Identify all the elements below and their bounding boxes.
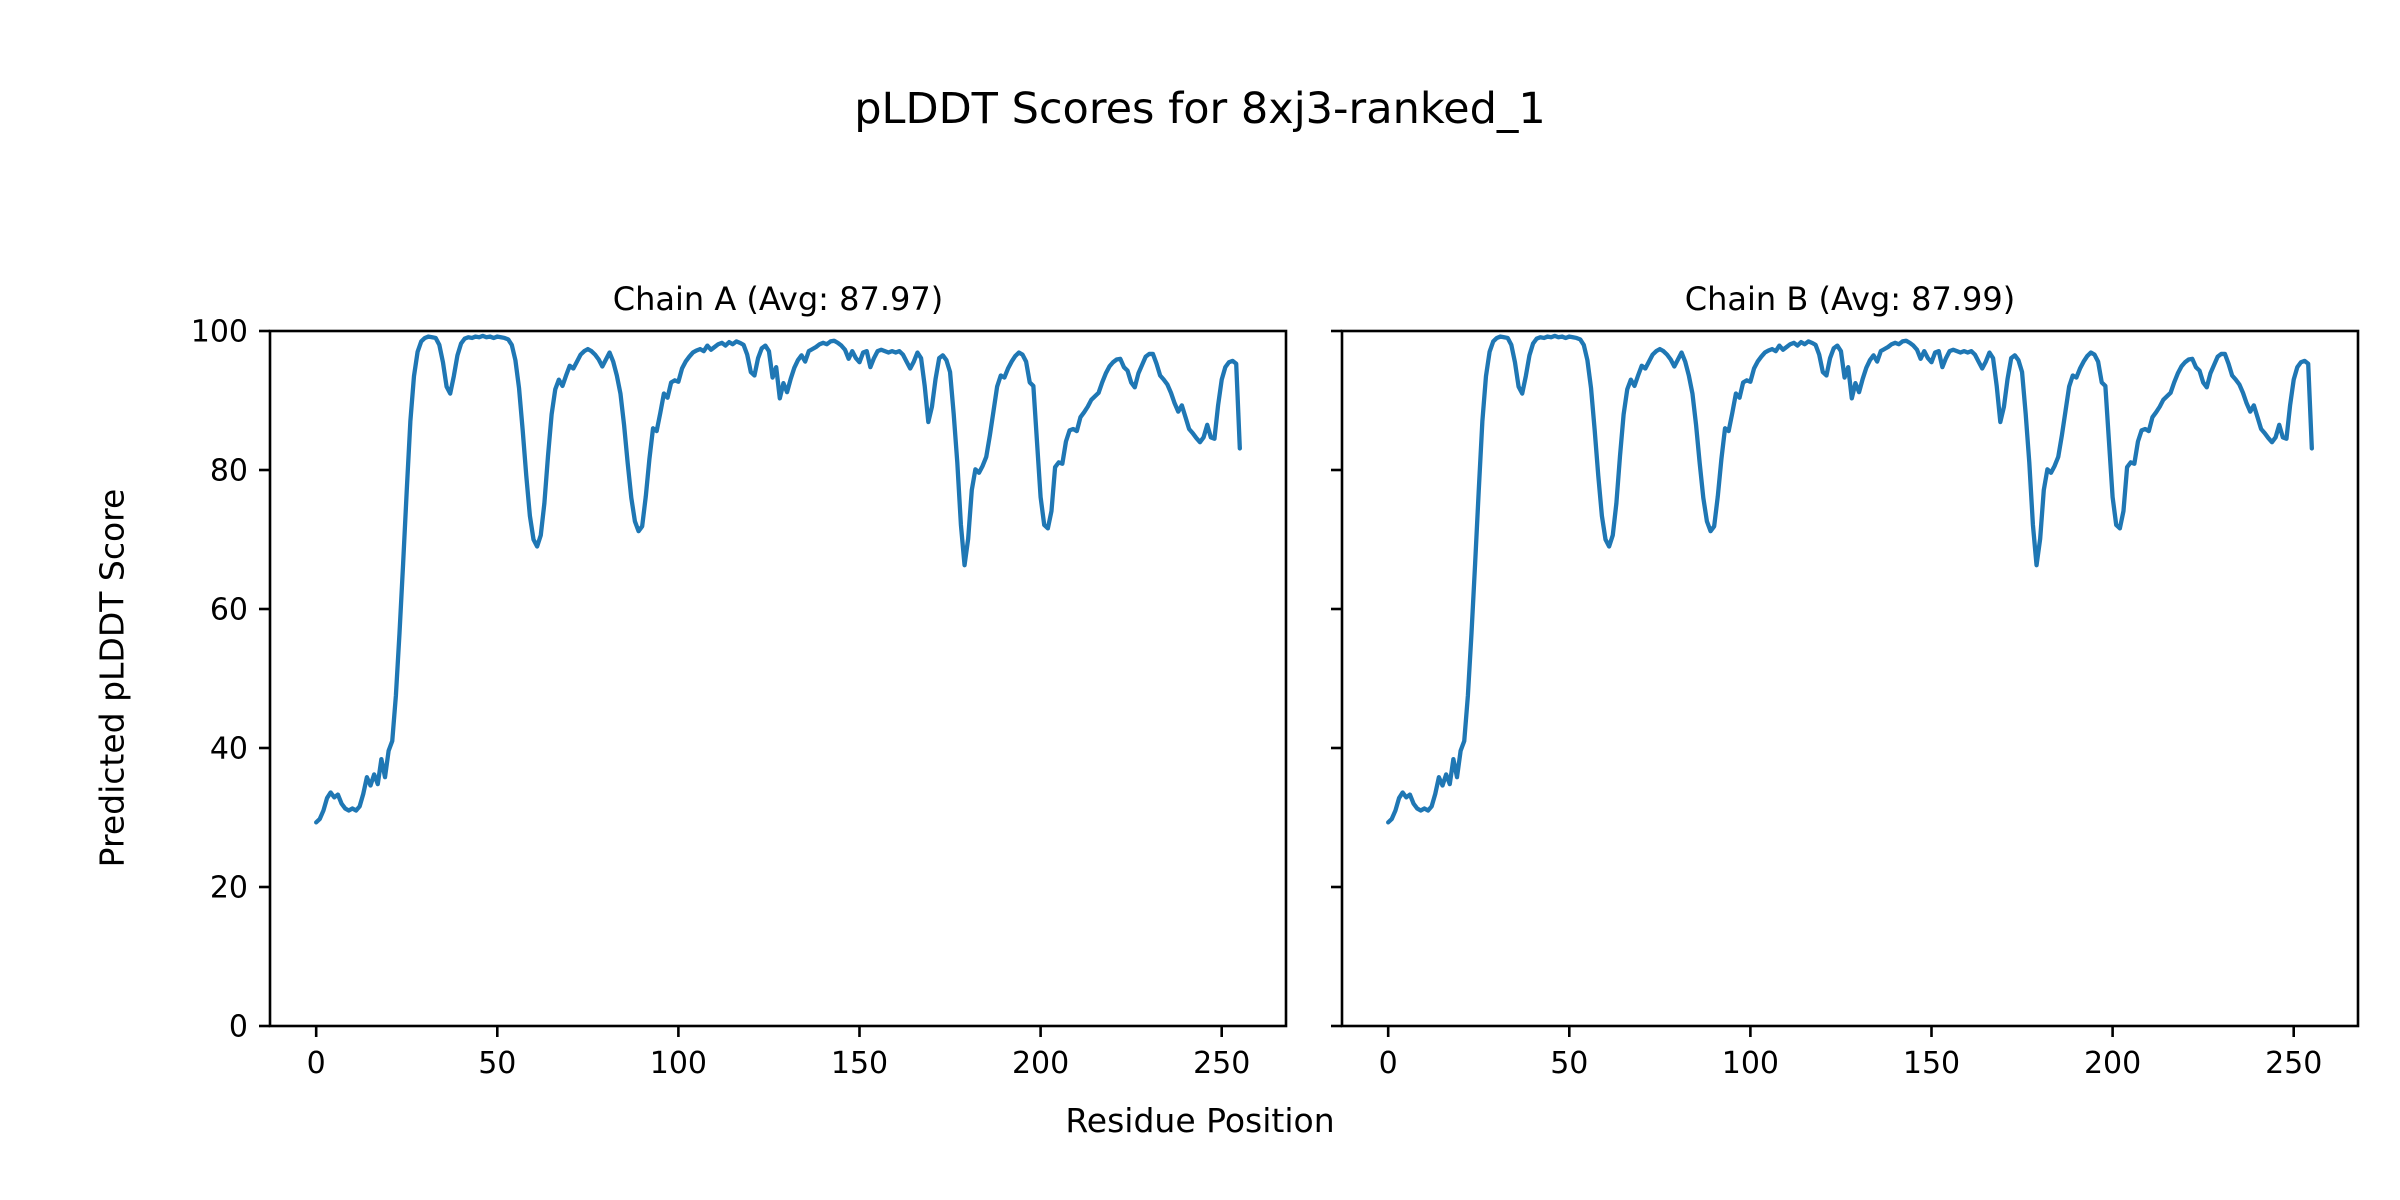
x-tick-label: 50	[1550, 1046, 1588, 1081]
y-tick-label: 20	[210, 871, 248, 906]
x-tick-label: 150	[831, 1046, 888, 1081]
x-tick-label: 250	[1193, 1046, 1250, 1081]
y-tick-label: 80	[210, 454, 248, 489]
axes-spines	[1340, 329, 2360, 1028]
x-tick-label: 200	[2084, 1046, 2141, 1081]
y-tick-label: 0	[229, 1010, 248, 1045]
x-tick-label: 250	[2265, 1046, 2322, 1081]
figure-suptitle: pLDDT Scores for 8xj3-ranked_1	[854, 84, 1546, 134]
axes-spines	[268, 329, 1288, 1028]
y-axis-label: Predicted pLDDT Score	[92, 488, 132, 868]
chain-b-plot: 0 50 100 150 200 250	[1331, 329, 2360, 1081]
x-tick-label: 150	[1903, 1046, 1960, 1081]
x-tick-label: 0	[1379, 1046, 1398, 1081]
x-axis-label: Residue Position	[1065, 1101, 1335, 1140]
x-tick-label: 200	[1012, 1046, 1069, 1081]
x-tick-label: 100	[650, 1046, 707, 1081]
y-tick-label: 60	[210, 593, 248, 628]
chain-a-plot: 0 50 100 150 200 250 0 20 40 60 80 100	[191, 315, 1288, 1081]
plddt-line-chain-b	[1386, 333, 2314, 825]
x-tick-label: 100	[1722, 1046, 1779, 1081]
x-tick-label: 0	[307, 1046, 326, 1081]
y-tick-label: 40	[210, 732, 248, 767]
y-tick-label: 100	[191, 315, 248, 350]
chain-b-subplot-title: Chain B (Avg: 87.99)	[1684, 280, 2016, 318]
chain-a-subplot-title: Chain A (Avg: 87.97)	[612, 280, 944, 318]
plddt-line-chain-a	[314, 333, 1242, 825]
x-tick-label: 50	[478, 1046, 516, 1081]
